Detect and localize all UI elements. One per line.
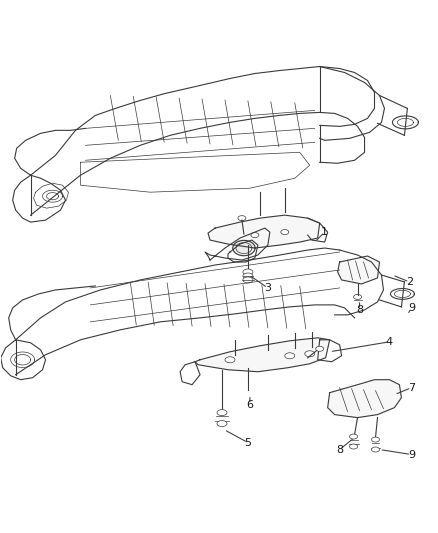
Text: 5: 5: [244, 438, 251, 448]
Ellipse shape: [281, 230, 289, 235]
Text: 9: 9: [408, 449, 415, 459]
Ellipse shape: [353, 294, 361, 300]
Ellipse shape: [217, 410, 227, 416]
Text: 4: 4: [386, 337, 393, 347]
Ellipse shape: [350, 444, 357, 449]
Polygon shape: [233, 240, 255, 256]
Text: 1: 1: [321, 227, 328, 237]
Text: 9: 9: [408, 303, 415, 313]
Ellipse shape: [350, 434, 357, 439]
Text: 7: 7: [408, 383, 415, 393]
Ellipse shape: [243, 269, 253, 275]
Text: 3: 3: [265, 283, 272, 293]
Text: 8: 8: [336, 445, 343, 455]
Ellipse shape: [243, 273, 253, 279]
Polygon shape: [208, 215, 320, 248]
Ellipse shape: [251, 232, 259, 238]
Polygon shape: [328, 379, 401, 417]
Text: 2: 2: [406, 277, 413, 287]
Polygon shape: [195, 338, 330, 372]
Text: 6: 6: [247, 400, 254, 410]
Ellipse shape: [243, 277, 253, 283]
Ellipse shape: [305, 351, 314, 357]
Ellipse shape: [217, 421, 227, 426]
Ellipse shape: [316, 346, 324, 351]
Polygon shape: [338, 256, 379, 284]
Ellipse shape: [225, 357, 235, 363]
Ellipse shape: [238, 216, 246, 221]
Ellipse shape: [285, 353, 295, 359]
Ellipse shape: [371, 437, 379, 442]
Ellipse shape: [371, 447, 379, 452]
Text: 8: 8: [356, 305, 363, 315]
